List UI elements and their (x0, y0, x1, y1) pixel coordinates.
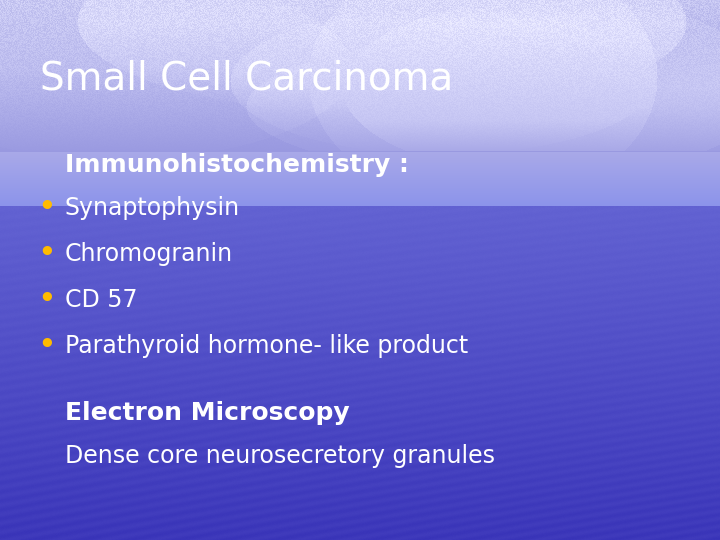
Text: Synaptophysin: Synaptophysin (65, 196, 240, 220)
Text: •: • (37, 238, 56, 269)
Text: Electron Microscopy: Electron Microscopy (65, 401, 349, 425)
Text: Immunohistochemistry :: Immunohistochemistry : (65, 153, 409, 177)
Text: Dense core neurosecretory granules: Dense core neurosecretory granules (65, 444, 495, 468)
Text: Chromogranin: Chromogranin (65, 242, 233, 266)
Text: :: : (292, 401, 308, 425)
Text: •: • (37, 330, 56, 361)
Text: Parathyroid hormone- like product: Parathyroid hormone- like product (65, 334, 468, 357)
Text: Small Cell Carcinoma: Small Cell Carcinoma (40, 59, 453, 97)
Text: CD 57: CD 57 (65, 288, 138, 312)
Text: •: • (37, 284, 56, 315)
Text: •: • (37, 192, 56, 224)
